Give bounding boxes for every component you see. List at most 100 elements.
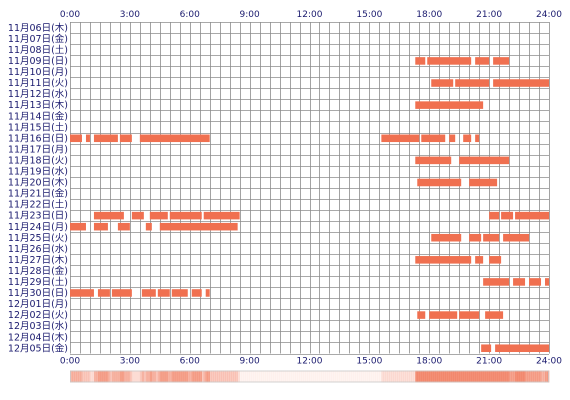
density-strip-cell	[205, 370, 209, 383]
tick-label-top: 15:00	[356, 10, 382, 20]
density-strip-cell	[363, 370, 366, 383]
density-strip-cell	[187, 370, 191, 383]
tick-label-bottom: 6:00	[180, 357, 200, 367]
density-strip-cell	[155, 370, 159, 383]
density-strip-cell	[81, 370, 85, 383]
density-strip-cell	[493, 370, 496, 383]
activity-bar	[169, 211, 202, 220]
activity-bar	[70, 222, 86, 231]
density-strip-cell	[439, 370, 442, 383]
activity-bar	[93, 134, 118, 143]
density-strip-cell	[189, 370, 193, 383]
density-strip-cell	[159, 370, 163, 383]
activity-bar	[70, 134, 82, 143]
row-label: 11月17日(月)	[8, 144, 68, 155]
density-strip-cell	[149, 370, 153, 383]
activity-bar	[417, 311, 426, 319]
density-strip-border	[70, 370, 549, 383]
density-strip-cell	[283, 370, 286, 383]
row-label: 11月08日(土)	[8, 44, 68, 56]
density-strip-cell	[109, 370, 113, 383]
row-label: 11月07日(金)	[8, 33, 68, 45]
tick-label-top: 12:00	[297, 10, 323, 20]
activity-bar	[431, 233, 462, 242]
activity-bar	[415, 156, 452, 165]
tick-label-top: 24:00	[536, 10, 562, 20]
row-label: 11月26日(水)	[8, 243, 68, 255]
row-label: 11月18日(火)	[8, 155, 68, 166]
density-strip-cell	[501, 370, 504, 383]
density-strip-cell	[375, 370, 378, 383]
density-strip-cell	[95, 370, 99, 383]
tick-label-top: 18:00	[416, 10, 442, 20]
density-strip-cell	[367, 370, 370, 383]
density-strip-cell	[357, 370, 360, 383]
row-label: 11月16日(日)	[8, 133, 68, 144]
density-strip-cell	[99, 370, 103, 383]
density-strip-cell	[525, 370, 528, 383]
tick-label-bottom: 9:00	[240, 357, 260, 367]
density-strip-cell	[203, 370, 207, 383]
density-strip-cell	[211, 370, 214, 383]
density-strip-cell	[343, 370, 346, 383]
density-strip-cell	[327, 370, 330, 383]
density-strip-cell	[527, 370, 530, 383]
density-strip-cell	[241, 370, 244, 383]
tick-label-bottom: 12:00	[297, 357, 323, 367]
density-strip-cell	[70, 370, 73, 383]
density-strip-cell	[77, 370, 81, 383]
density-strip-cell	[73, 370, 77, 383]
density-strip-cell	[535, 370, 538, 383]
row-label: 12月03日(水)	[8, 320, 68, 332]
density-strip-cell	[309, 370, 312, 383]
activity-bar	[513, 278, 526, 286]
density-strip-cell	[293, 370, 296, 383]
density-strip-cell	[171, 370, 175, 383]
row-label: 11月27日(木)	[8, 254, 68, 266]
activity-bar	[501, 211, 514, 220]
density-strip-cell	[267, 370, 270, 383]
tick-label-top: 9:00	[240, 10, 260, 20]
density-strip-cell	[413, 370, 416, 383]
row-label: 11月09日(日)	[8, 56, 68, 67]
density-strip-cell	[97, 370, 101, 383]
row-label: 12月05日(金)	[8, 342, 68, 354]
row-label: 11月06日(木)	[8, 22, 68, 34]
density-strip-cell	[433, 370, 436, 383]
density-strip-cell	[233, 370, 236, 383]
density-strip-cell	[147, 370, 151, 383]
density-strip-cell	[485, 370, 488, 383]
density-strip-cell	[511, 370, 514, 383]
row-label: 11月13日(木)	[8, 99, 68, 111]
density-strip-cell	[135, 370, 139, 383]
row-label: 11月15日(土)	[8, 121, 68, 133]
activity-bar	[93, 211, 124, 220]
density-strip-cell	[299, 370, 302, 383]
density-strip-cell	[473, 370, 476, 383]
density-strip-cell	[85, 370, 89, 383]
density-strip-cell	[221, 370, 224, 383]
density-strip-cell	[193, 370, 197, 383]
density-strip-cell	[165, 370, 169, 383]
row-label: 11月23日(日)	[8, 211, 68, 222]
activity-bar	[489, 256, 502, 264]
density-strip-cell	[387, 370, 390, 383]
density-strip-cell	[391, 370, 394, 383]
density-strip-cell	[255, 370, 258, 383]
density-strip-cell	[297, 370, 300, 383]
density-strip-cell	[231, 370, 234, 383]
row-label: 11月24日(月)	[8, 222, 68, 233]
density-strip-cell	[273, 370, 276, 383]
activity-bar	[475, 256, 484, 264]
activity-bar	[159, 222, 238, 231]
density-strip-cell	[521, 370, 524, 383]
density-strip-cell	[223, 370, 226, 383]
density-strip-cell	[249, 370, 252, 383]
density-strip-cell	[427, 370, 430, 383]
density-strip-cell	[87, 370, 91, 383]
density-strip-cell	[519, 370, 522, 383]
row-label: 11月20日(木)	[8, 177, 68, 189]
density-strip-cell	[359, 370, 362, 383]
density-strip-cell	[379, 370, 382, 383]
density-strip-cell	[515, 370, 518, 383]
